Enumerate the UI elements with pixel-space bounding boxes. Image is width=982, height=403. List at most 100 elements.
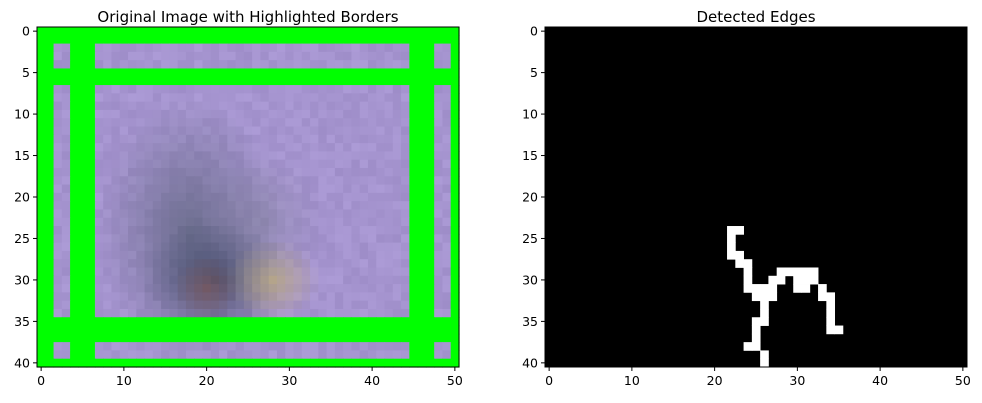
image-pixel [260, 300, 270, 310]
image-pixel [243, 43, 253, 53]
image-pixel [169, 342, 179, 352]
image-pixel [61, 76, 71, 86]
image-pixel [227, 109, 237, 119]
image-pixel [367, 325, 377, 335]
image-pixel [161, 300, 170, 310]
image-pixel [351, 350, 361, 360]
image-pixel [128, 350, 137, 360]
image-pixel [425, 308, 435, 318]
image-pixel [53, 317, 63, 327]
image-pixel [103, 184, 113, 194]
image-pixel [119, 234, 129, 244]
image-pixel [202, 234, 212, 244]
image-pixel [252, 143, 262, 152]
image-pixel [53, 250, 63, 260]
image-pixel [392, 350, 402, 360]
image-pixel [152, 68, 162, 78]
image-pixel [326, 242, 336, 252]
image-pixel [94, 259, 104, 269]
image-pixel [61, 325, 71, 335]
image-pixel [177, 93, 187, 103]
image-pixel [442, 51, 452, 61]
image-pixel [103, 342, 113, 352]
image-pixel [376, 234, 386, 244]
image-pixel [260, 325, 270, 335]
image-pixel [169, 209, 179, 219]
image-pixel [376, 85, 386, 94]
image-pixel [210, 333, 220, 343]
image-pixel [152, 325, 162, 335]
image-pixel [343, 217, 353, 227]
image-pixel [425, 176, 435, 186]
image-pixel [359, 317, 369, 327]
image-pixel [152, 209, 162, 219]
image-pixel [367, 60, 377, 70]
image-pixel [103, 159, 113, 169]
image-pixel [310, 43, 319, 53]
image-pixel [161, 134, 170, 144]
image-pixel [86, 250, 96, 260]
image-pixel [268, 35, 278, 45]
image-pixel [334, 118, 344, 128]
image-pixel [169, 85, 179, 94]
image-pixel [293, 284, 303, 293]
image-pixel [78, 192, 88, 202]
image-pixel [144, 217, 154, 227]
image-pixel [227, 143, 237, 152]
image-pixel [417, 27, 427, 36]
image-pixel [392, 151, 402, 161]
image-pixel [53, 159, 63, 169]
image-pixel [359, 275, 369, 285]
image-pixel [301, 76, 311, 86]
image-pixel [61, 317, 71, 327]
image-pixel [94, 143, 104, 152]
image-pixel [219, 275, 228, 285]
image-pixel [252, 250, 262, 260]
image-pixel [94, 176, 104, 186]
image-pixel [367, 300, 377, 310]
image-pixel [61, 201, 71, 211]
image-pixel [136, 350, 146, 360]
x-tick-label: 0 [37, 373, 45, 388]
image-pixel [119, 325, 129, 335]
image-pixel [136, 27, 146, 36]
image-pixel [252, 267, 262, 277]
image-pixel [260, 27, 270, 36]
image-pixel [367, 126, 377, 136]
image-pixel [268, 242, 278, 252]
image-pixel [161, 184, 170, 194]
image-pixel [301, 358, 311, 368]
image-pixel [285, 358, 295, 368]
image-pixel [103, 275, 113, 285]
image-pixel [409, 267, 419, 277]
image-pixel [334, 350, 344, 360]
image-pixel [384, 217, 394, 227]
image-pixel [177, 192, 187, 202]
image-pixel [409, 217, 419, 227]
image-pixel [252, 60, 262, 70]
image-pixel [119, 292, 129, 302]
image-pixel [401, 284, 410, 293]
image-pixel [318, 118, 328, 128]
image-pixel [417, 300, 427, 310]
image-pixel [310, 101, 319, 111]
image-pixel [94, 250, 104, 260]
image-pixel [144, 159, 154, 169]
image-pixel [392, 358, 402, 368]
image-pixel [450, 259, 460, 269]
image-pixel [152, 126, 162, 136]
image-pixel [103, 27, 113, 36]
image-pixel [119, 151, 129, 161]
image-pixel [94, 126, 104, 136]
image-pixel [111, 242, 121, 252]
image-pixel [144, 109, 154, 119]
image-pixel [417, 126, 427, 136]
image-pixel [45, 325, 55, 335]
image-pixel [161, 51, 170, 61]
image-pixel [161, 358, 170, 368]
image-pixel [351, 267, 361, 277]
image-pixel [243, 109, 253, 119]
image-pixel [417, 317, 427, 327]
image-pixel [392, 118, 402, 128]
image-pixel [45, 317, 55, 327]
